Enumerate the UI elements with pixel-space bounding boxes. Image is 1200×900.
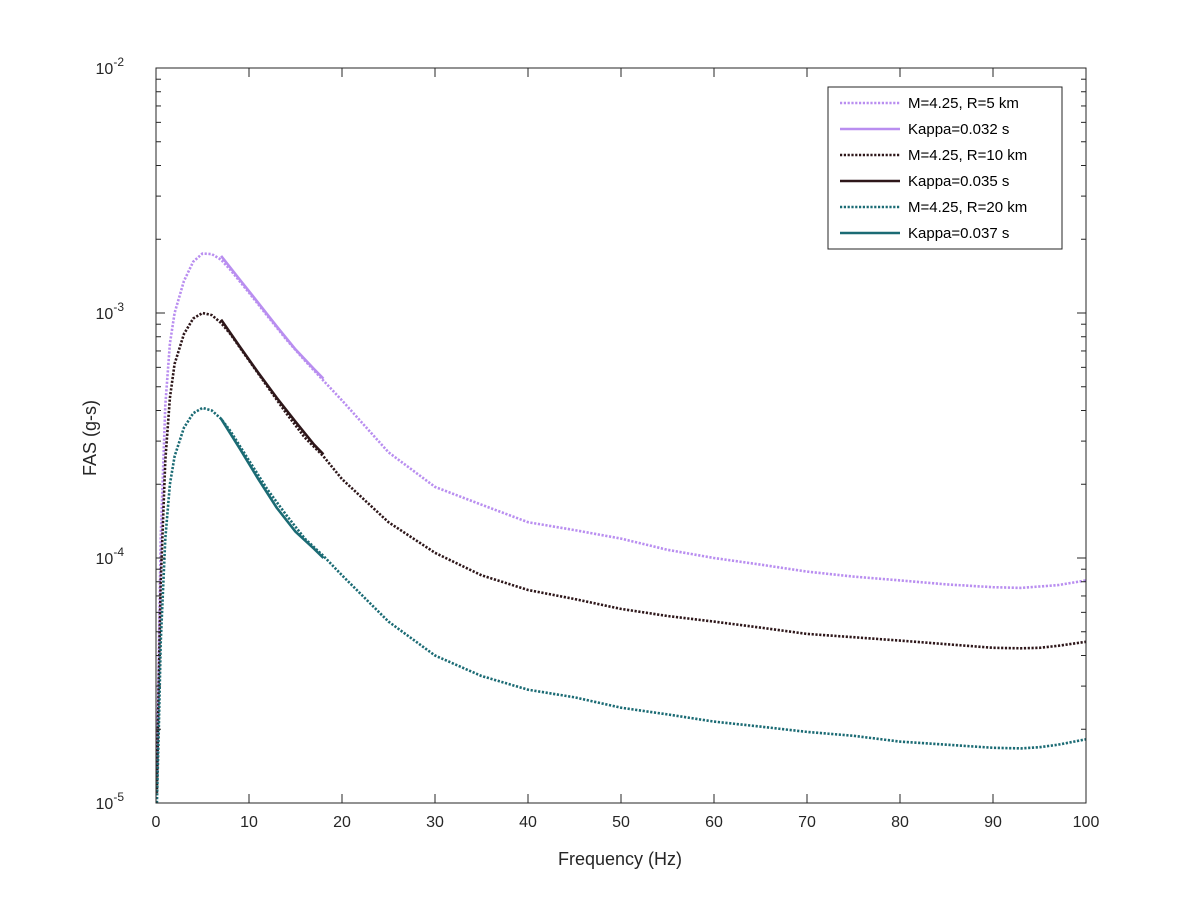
y-tick-label: 10-4 bbox=[96, 545, 125, 568]
axes-layer: 0 10 20 30 40 50 60 70 80 90 100 10-2 10-3 10-4 10-5 bbox=[96, 55, 1100, 831]
series-line-4 bbox=[220, 318, 325, 456]
x-tick-label: 80 bbox=[891, 814, 909, 831]
legend: M=4.25, R=5 km Kappa=0.032 s M=4.25, R=10 … bbox=[827, 86, 1063, 250]
x-tick-label: 40 bbox=[519, 814, 537, 831]
x-tick-label: 100 bbox=[1073, 814, 1100, 831]
legend-label-6: Kappa=0.037 s bbox=[908, 225, 1009, 242]
series-line-5 bbox=[155, 406, 1087, 804]
x-tick-label: 20 bbox=[333, 814, 351, 831]
x-axis-label: Frequency (Hz) bbox=[558, 849, 682, 869]
series-line-2 bbox=[220, 255, 325, 380]
x-tick-label: 30 bbox=[426, 814, 444, 831]
legend-label-5: M=4.25, R=20 km bbox=[908, 199, 1027, 216]
series-layer bbox=[155, 252, 1087, 804]
legend-box bbox=[827, 86, 1063, 250]
x-tick-label: 50 bbox=[612, 814, 630, 831]
y-axis-label: FAS (g-s) bbox=[80, 400, 100, 476]
legend-label-4: Kappa=0.035 s bbox=[908, 173, 1009, 190]
x-tick-label: 0 bbox=[152, 814, 161, 831]
y-tick-label: 10-3 bbox=[96, 300, 125, 323]
x-tick-label: 60 bbox=[705, 814, 723, 831]
legend-label-1: M=4.25, R=5 km bbox=[908, 95, 1019, 112]
x-tick-label: 90 bbox=[984, 814, 1002, 831]
y-tick-label: 10-5 bbox=[96, 790, 125, 813]
y-tick-label: 10-2 bbox=[96, 55, 125, 78]
series-line-6 bbox=[219, 418, 325, 559]
legend-label-3: M=4.25, R=10 km bbox=[908, 147, 1027, 164]
series-line-3 bbox=[155, 311, 1087, 793]
x-tick-label: 70 bbox=[798, 814, 816, 831]
series-line-1 bbox=[155, 252, 1087, 776]
legend-label-2: Kappa=0.032 s bbox=[908, 121, 1009, 138]
x-tick-label: 10 bbox=[240, 814, 258, 831]
